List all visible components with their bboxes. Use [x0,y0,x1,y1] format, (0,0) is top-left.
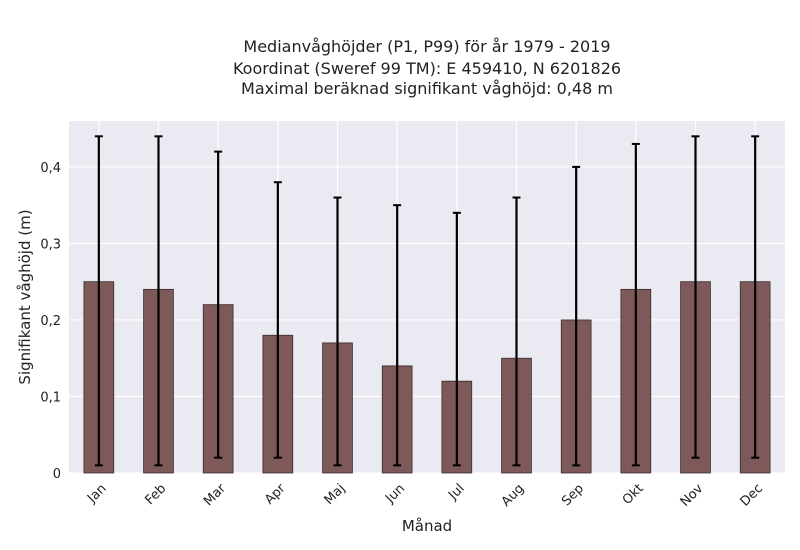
x-axis-label: Månad [402,517,452,535]
chart-title-line-2: Koordinat (Sweref 99 TM): E 459410, N 62… [233,59,621,78]
x-tick-label: Feb [142,481,169,508]
y-tick-label: 0,4 [40,161,61,176]
y-axis-label: Signifikant våghöjd (m) [16,209,34,384]
x-tick-label: Maj [322,481,349,508]
y-tick-label: 0,1 [40,390,61,405]
x-tick-label: Nov [678,481,707,510]
plot-area [69,121,785,473]
chart-title-line-1: Medianvåghöjder (P1, P99) för år 1979 - … [243,37,610,56]
x-tick-label: Dec [738,481,766,509]
chart-title-line-3: Maximal beräknad signifikant våghöjd: 0,… [241,79,613,98]
x-tick-label: Apr [262,481,289,508]
x-tick-label: Jun [382,481,408,507]
x-tick-label: Sep [559,481,587,509]
y-tick-label: 0,3 [40,237,61,252]
x-tick-label: Jul [445,481,467,503]
x-tick-label: Jan [84,481,109,506]
x-tick-label: Mar [201,481,229,509]
x-tick-label: Aug [499,481,528,510]
x-tick-labels: Jan Feb Mar Apr Maj Jun Jul Aug Sep Okt Nov Dec [84,481,766,510]
y-tick-label: 0,2 [40,314,61,329]
y-tick-labels: 0 0,1 0,2 0,3 0,4 [40,161,61,482]
error-bars-group [94,135,760,467]
y-tick-label: 0 [53,467,61,482]
x-tick-label: Okt [620,481,647,508]
